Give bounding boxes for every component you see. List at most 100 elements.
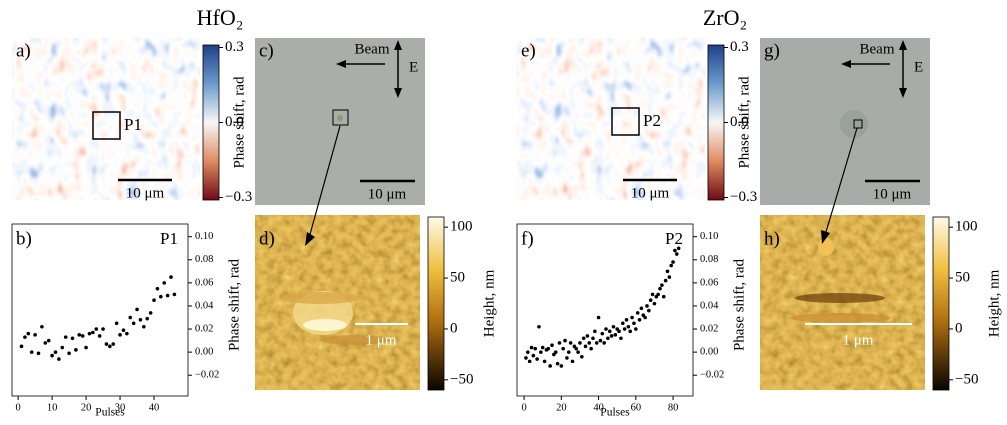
phase-map [517,38,705,200]
data-point [540,345,545,350]
data-point [550,343,554,348]
scale-label: 10 μm [631,185,670,201]
data-point [33,333,37,337]
plot-frame [11,223,189,397]
x-tick-label: 30 [115,402,126,413]
y-tick-label: 0.02 [700,323,718,334]
data-point [624,318,629,322]
y-tick-label: 0.04 [700,300,719,311]
x-tick-label: 40 [593,402,604,413]
x-tick-label: 0 [521,402,526,413]
data-point [602,341,606,345]
data-point [607,329,612,334]
data-point [527,359,532,364]
colorbar [427,216,445,391]
field-label: E [914,59,923,75]
data-point [578,341,582,345]
optical-image [255,38,425,205]
data-point [535,357,539,361]
data-point [591,336,595,341]
region-box [611,107,640,136]
data-point [656,292,660,297]
material-title: HfO₂ [197,5,244,30]
material-group: ZrO₂ P2 10 μm e) Beam E 10 μm g) 1 μm h) 0.3 0.0 −0.… [516,5,1002,419]
data-point [676,246,681,251]
data-point [674,252,679,256]
panel-label: b) [16,228,32,249]
data-point [620,321,625,326]
data-point [43,341,48,345]
link-arrow [825,127,858,233]
data-point [634,327,638,331]
y-tick-label: 0.06 [195,277,213,288]
data-point [46,338,51,343]
data-point [94,327,99,331]
data-point [650,292,655,297]
material-group: HfO₂ P1 10 μm a) Beam E 10 μm c) 1 μm d) 0.3 0.0 −0.… [11,5,497,419]
data-point [131,321,136,326]
y-tick-label: 0.04 [195,300,214,311]
data-point [135,307,139,312]
data-point [596,315,601,320]
y-tick-label: 0.08 [195,254,213,265]
link-arrow [308,125,341,239]
chart-title: P1 [160,229,178,248]
colorbar-tick-label: −0.3 [730,189,757,205]
data-point [568,341,573,345]
colorbar-tick-label: 50 [450,269,465,285]
data-point [87,331,92,336]
data-point [36,351,41,356]
data-point [70,336,75,341]
y-tick-label: 0.00 [195,347,213,358]
data-point [566,350,571,354]
data-point [531,353,536,358]
data-point [658,286,662,291]
data-point [598,338,603,343]
x-axis-label: Pulses [600,407,630,419]
data-point [114,321,119,326]
colorbar-tick-label: 0.3 [225,39,244,55]
colorbar-tick-label: 0.0 [225,114,244,130]
data-point [626,324,631,329]
colorbar-label: Phase shift, rad [736,76,752,169]
data-point [673,248,677,253]
y-tick-label: 0.02 [195,323,213,334]
data-point [148,311,153,315]
damage-spot [337,115,343,121]
region-box [332,109,349,126]
afm-blob [790,313,890,323]
panel-label: f) [521,228,534,249]
colorbar-tick-label: 0 [450,320,458,336]
x-axis-label: Pulses [95,407,125,419]
panel-label: g) [764,40,780,61]
data-point [583,344,588,349]
scale-label: 1 μm [843,332,874,348]
plot-frame [516,223,694,397]
colorbar [202,44,220,201]
data-point [553,350,558,354]
data-point [660,283,664,287]
data-point [630,315,634,320]
data-point [526,350,530,354]
arrow-head [841,60,851,68]
colorbar-tick-label: 0.0 [730,114,749,130]
data-point [557,341,562,345]
data-point [652,301,657,306]
data-point [604,327,608,331]
data-point [585,334,590,338]
y-axis-label: Phase shift, rad [226,258,242,351]
panel-label: d) [259,228,275,249]
data-point [594,341,599,345]
data-point [542,359,547,364]
data-point [587,341,592,345]
data-point [637,318,642,322]
data-point [622,327,627,331]
data-point [589,346,593,351]
colorbar-label: Height, nm [481,269,497,337]
data-point [648,298,653,302]
data-point [611,324,616,329]
data-point [643,315,647,320]
colorbar-label: Phase shift, rad [231,76,247,169]
